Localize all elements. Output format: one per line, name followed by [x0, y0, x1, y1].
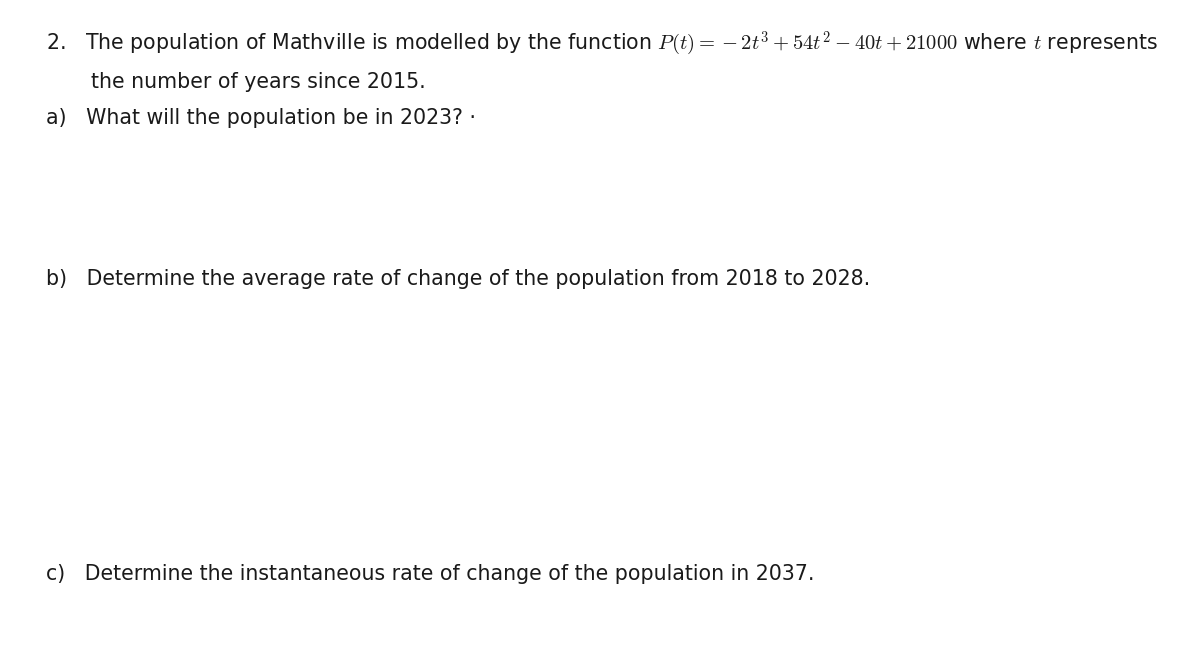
Text: b)   Determine the average rate of change of the population from 2018 to 2028.: b) Determine the average rate of change …: [46, 269, 870, 289]
Text: 2.   The population of Mathville is modelled by the function $P(t) = -2t^3 + 54t: 2. The population of Mathville is modell…: [46, 30, 1158, 58]
Text: the number of years since 2015.: the number of years since 2015.: [91, 72, 426, 92]
Text: c)   Determine the instantaneous rate of change of the population in 2037.: c) Determine the instantaneous rate of c…: [46, 564, 814, 585]
Text: a)   What will the population be in 2023? ·: a) What will the population be in 2023? …: [46, 108, 475, 128]
